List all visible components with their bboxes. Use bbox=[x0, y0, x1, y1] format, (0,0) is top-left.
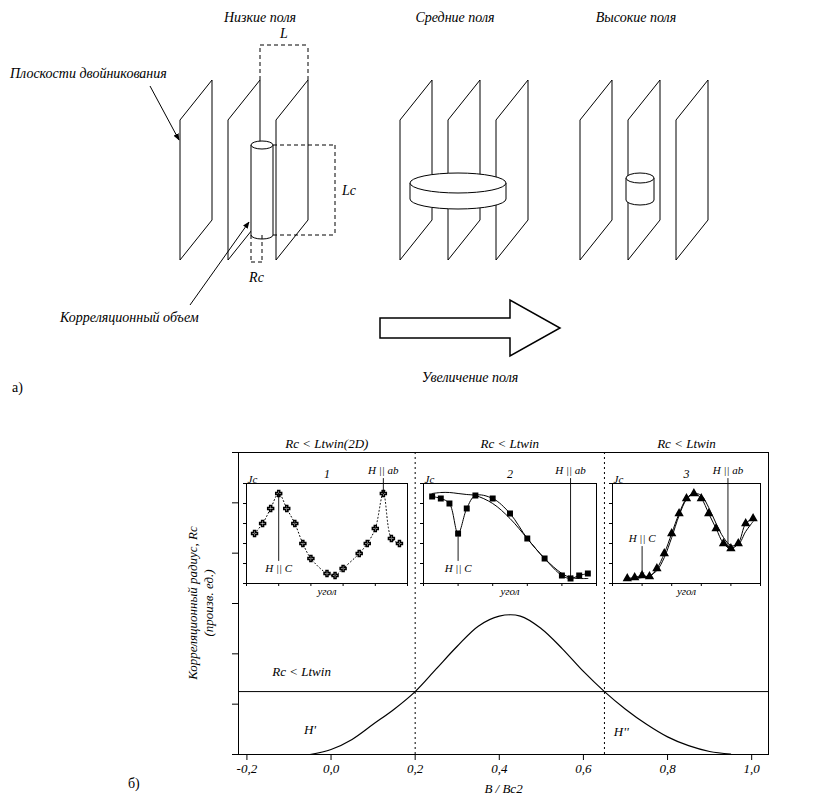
svg-text:Rc < Ltwin(2D): Rc < Ltwin(2D) bbox=[284, 436, 368, 451]
svg-text:3: 3 bbox=[683, 467, 690, 481]
svg-text:2: 2 bbox=[507, 467, 513, 481]
svg-text:Rc: Rc bbox=[248, 270, 265, 285]
svg-text:угол: угол bbox=[499, 585, 519, 597]
html-text:б): б) bbox=[128, 776, 140, 791]
svg-text:0,8: 0,8 bbox=[659, 761, 676, 776]
html-text:Корреляционный радиус, Rc (про: Корреляционный радиус, Rc (произв. ед.) bbox=[185, 526, 216, 680]
svg-text:Низкие поля: Низкие поля bbox=[223, 10, 296, 25]
svg-text:Корреляционный объем: Корреляционный объем bbox=[59, 310, 199, 325]
svg-text:Jc: Jc bbox=[614, 473, 624, 485]
svg-text:Плоскости двойникования: Плоскости двойникования bbox=[9, 66, 167, 81]
svg-text:Увеличение поля: Увеличение поля bbox=[422, 370, 519, 385]
svg-text:L: L bbox=[279, 26, 288, 41]
svg-text:-0,2: -0,2 bbox=[237, 761, 258, 776]
svg-text:0,0: 0,0 bbox=[323, 761, 340, 776]
svg-text:Rc < Ltwin: Rc < Ltwin bbox=[656, 436, 716, 451]
svg-text:0,6: 0,6 bbox=[575, 761, 592, 776]
svg-text:Rc < Ltwin: Rc < Ltwin bbox=[480, 436, 540, 451]
svg-text:Jc: Jc bbox=[425, 473, 435, 485]
svg-text:1: 1 bbox=[324, 467, 330, 481]
svg-text:Rc < Ltwin: Rc < Ltwin bbox=[271, 664, 331, 679]
svg-text:H || ab: H || ab bbox=[712, 464, 744, 476]
svg-text:0,4: 0,4 bbox=[491, 761, 508, 776]
svg-text:H || C: H || C bbox=[264, 562, 292, 574]
svg-text:H || ab: H || ab bbox=[367, 464, 399, 476]
svg-text:B / Bc2: B / Bc2 bbox=[484, 781, 523, 796]
svg-text:H || C: H || C bbox=[628, 532, 656, 544]
svg-text:Средние поля: Средние поля bbox=[415, 10, 494, 25]
svg-text:угол: угол bbox=[676, 585, 696, 597]
svg-text:угол: угол bbox=[316, 585, 336, 597]
svg-text:H': H' bbox=[303, 721, 316, 736]
svg-text:H || C: H || C bbox=[444, 562, 472, 574]
svg-text:Jc: Jc bbox=[248, 473, 258, 485]
svg-text:H'': H'' bbox=[613, 724, 629, 739]
svg-text:H || ab: H || ab bbox=[554, 464, 586, 476]
svg-text:1,0: 1,0 bbox=[744, 761, 761, 776]
svg-text:Высокие поля: Высокие поля bbox=[596, 10, 676, 25]
svg-text:0,2: 0,2 bbox=[407, 761, 424, 776]
svg-text:а): а) bbox=[12, 380, 23, 396]
svg-text:Lc: Lc bbox=[341, 183, 357, 198]
